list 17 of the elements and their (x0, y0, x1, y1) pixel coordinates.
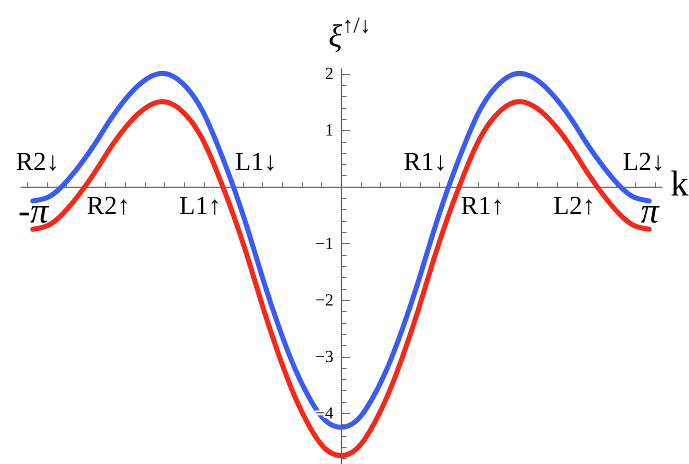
x-tick-label: π (640, 190, 660, 230)
annotation: R1↑ (460, 190, 504, 220)
y-tick-label: −3 (315, 347, 334, 366)
annotation: R2↑ (86, 190, 130, 220)
annotation: L2↑ (553, 190, 596, 220)
annotation: L1↑ (179, 190, 222, 220)
y-tick-label: 1 (325, 120, 334, 140)
x-tick-label: -π (18, 190, 50, 230)
annotation: R1↓ (404, 146, 447, 176)
x-axis-title: k (670, 163, 688, 204)
y-tick-label: 2 (325, 64, 334, 84)
y-tick-label: −1 (315, 234, 334, 253)
annotation: L2↓ (622, 146, 665, 176)
y-tick-label: −2 (315, 290, 334, 310)
annotation: R2↓ (16, 146, 60, 176)
y-axis-title: ξ$^{↑/↓}$ (328, 12, 371, 54)
annotation: L1↓ (235, 146, 277, 176)
